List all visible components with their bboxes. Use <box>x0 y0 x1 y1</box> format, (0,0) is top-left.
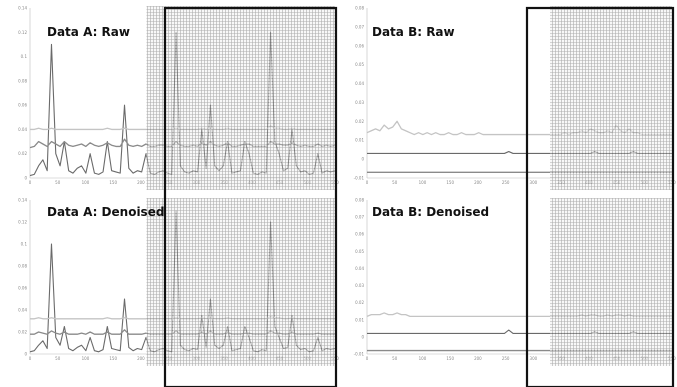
chart-title: Data A: Raw <box>47 25 130 39</box>
y-tick-label: 0.08 <box>18 78 27 83</box>
y-tick-label: 0.01 <box>355 317 364 322</box>
y-tick-label: 0.04 <box>355 266 364 271</box>
y-tick-label: -0.01 <box>354 176 365 181</box>
x-tick-label: 200 <box>137 356 145 361</box>
x-tick-label: 300 <box>530 180 538 185</box>
y-tick-label: 0 <box>24 352 27 357</box>
y-tick-label: 0.04 <box>18 308 27 313</box>
x-tick-label: 100 <box>419 180 427 185</box>
y-tick-label: 0.02 <box>355 119 364 124</box>
chart-panel-1: 0 0.02 0.04 0.06 0.08 0.1 0.12 0.14 0 50 100 150 200… <box>18 6 339 190</box>
x-tick-label: 150 <box>109 180 117 185</box>
y-tick-label: 0.14 <box>18 6 27 11</box>
x-tick-label: 100 <box>82 356 90 361</box>
x-tick-label: 50 <box>392 356 398 361</box>
x-tick-label: 100 <box>419 356 427 361</box>
y-tick-label: 0.12 <box>18 220 27 225</box>
x-tick-label: 250 <box>502 356 510 361</box>
y-tick-label: 0.14 <box>18 198 27 203</box>
y-tick-label: 0.01 <box>355 138 364 143</box>
highlight-region <box>146 198 335 366</box>
highlight-region <box>550 6 672 190</box>
x-tick-label: 50 <box>392 180 398 185</box>
y-tick-label: 0.04 <box>355 81 364 86</box>
y-tick-label: 0.06 <box>355 232 364 237</box>
x-tick-label: 200 <box>474 180 482 185</box>
x-tick-label: 200 <box>474 356 482 361</box>
x-tick-label: 50 <box>55 180 61 185</box>
y-tick-label: 0.05 <box>355 249 364 254</box>
y-tick-label: 0.08 <box>355 198 364 203</box>
y-tick-label: 0.07 <box>355 24 364 29</box>
highlight-frame-left <box>163 6 338 387</box>
y-tick-label: 0.12 <box>18 30 27 35</box>
x-tick-label: 300 <box>530 356 538 361</box>
x-tick-label: 0 <box>29 356 32 361</box>
y-tick-label: 0.04 <box>18 127 27 132</box>
chart-title: Data A: Denoised <box>47 205 164 219</box>
y-tick-label: 0.07 <box>355 215 364 220</box>
y-tick-label: 0 <box>361 157 364 162</box>
y-tick-label: 0.06 <box>18 103 27 108</box>
chart-title: Data B: Denoised <box>372 205 489 219</box>
x-tick-label: 50 <box>55 356 61 361</box>
y-tick-label: -0.01 <box>354 352 365 357</box>
x-tick-label: 150 <box>446 180 454 185</box>
x-tick-label: 0 <box>366 180 369 185</box>
x-tick-label: 200 <box>137 180 145 185</box>
y-tick-label: 0.1 <box>21 242 28 247</box>
y-tick-label: 0.06 <box>18 286 27 291</box>
x-tick-label: 0 <box>29 180 32 185</box>
chart-title: Data B: Raw <box>372 25 455 39</box>
highlight-region <box>550 198 672 366</box>
x-tick-label: 150 <box>109 356 117 361</box>
y-tick-label: 0.03 <box>355 100 364 105</box>
y-tick-label: 0.02 <box>18 330 27 335</box>
y-tick-label: 0.05 <box>355 62 364 67</box>
x-tick-label: 100 <box>82 180 90 185</box>
chart-panel-3: 0 0.02 0.04 0.06 0.08 0.1 0.12 0.14 0 50 100 150 200… <box>18 198 339 366</box>
highlight-frame-right <box>525 6 675 387</box>
y-tick-label: 0.1 <box>21 54 28 59</box>
y-tick-label: 0.08 <box>18 264 27 269</box>
y-tick-label: 0.06 <box>355 43 364 48</box>
y-tick-label: 0.02 <box>355 300 364 305</box>
y-tick-label: 0.03 <box>355 283 364 288</box>
y-tick-label: 0.02 <box>18 151 27 156</box>
y-tick-label: 0 <box>24 176 27 181</box>
x-tick-label: 250 <box>502 180 510 185</box>
highlight-region <box>146 6 335 190</box>
x-tick-label: 150 <box>446 356 454 361</box>
x-tick-label: 0 <box>366 356 369 361</box>
y-tick-label: 0 <box>361 334 364 339</box>
y-tick-label: 0.08 <box>355 6 364 11</box>
